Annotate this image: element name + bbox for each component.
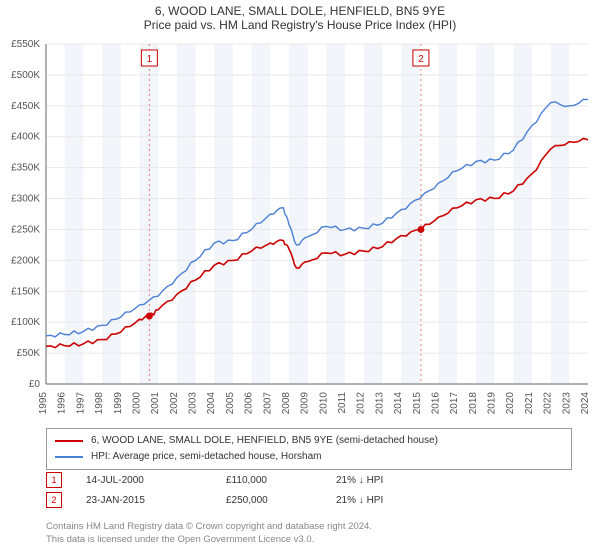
svg-text:2002: 2002 [169,392,180,415]
footer-line1: Contains HM Land Registry data © Crown c… [46,520,372,533]
svg-text:2018: 2018 [468,392,479,415]
legend-label: 6, WOOD LANE, SMALL DOLE, HENFIELD, BN5 … [91,433,438,449]
footer-line2: This data is licensed under the Open Gov… [46,533,372,546]
svg-text:2007: 2007 [262,392,273,415]
marker-date: 23-JAN-2015 [86,495,226,506]
line-chart: £0 £50K £100K £150K £200K £250K £300K £350K £400… [0,38,600,418]
marker-price: £250,000 [226,495,336,506]
legend-item: HPI: Average price, semi-detached house,… [55,449,563,465]
svg-text:2003: 2003 [188,392,199,415]
svg-text:2004: 2004 [206,392,217,415]
svg-text:2022: 2022 [543,392,554,415]
svg-text:2023: 2023 [561,392,572,415]
marker-pct: 21% ↓ HPI [336,475,456,486]
svg-text:2010: 2010 [318,392,329,415]
footer-attribution: Contains HM Land Registry data © Crown c… [46,520,372,546]
svg-text:2019: 2019 [487,392,498,415]
svg-text:2008: 2008 [281,392,292,415]
svg-text:2013: 2013 [374,392,385,415]
chart-title-line2: Price paid vs. HM Land Registry's House … [0,18,600,32]
svg-text:£50K: £50K [17,348,41,359]
svg-text:1: 1 [147,54,153,65]
svg-text:1995: 1995 [38,392,49,415]
svg-text:1997: 1997 [75,392,86,415]
svg-text:2014: 2014 [393,392,404,415]
marker-row: 2 23-JAN-2015£250,00021% ↓ HPI [46,490,554,510]
legend-label: HPI: Average price, semi-detached house,… [91,449,322,465]
marker-row: 1 14-JUL-2000£110,00021% ↓ HPI [46,470,554,490]
marker-date: 14-JUL-2000 [86,475,226,486]
svg-text:£300K: £300K [11,194,40,205]
legend-swatch [55,440,83,442]
marker-pct: 21% ↓ HPI [336,495,456,506]
marker-price: £110,000 [226,475,336,486]
svg-text:£550K: £550K [11,39,40,50]
svg-text:1998: 1998 [94,392,105,415]
svg-text:2012: 2012 [356,392,367,415]
svg-text:2020: 2020 [505,392,516,415]
svg-text:2: 2 [418,54,424,65]
svg-text:£250K: £250K [11,224,40,235]
marker-id-box: 2 [46,492,62,508]
svg-text:2016: 2016 [430,392,441,415]
svg-text:£0: £0 [29,379,41,390]
svg-text:1996: 1996 [57,392,68,415]
svg-text:£350K: £350K [11,163,40,174]
svg-text:2000: 2000 [131,392,142,415]
marker-table: 1 14-JUL-2000£110,00021% ↓ HPI 2 23-JAN-201… [46,470,554,510]
svg-text:2024: 2024 [580,392,591,415]
chart-legend: 6, WOOD LANE, SMALL DOLE, HENFIELD, BN5 … [46,428,572,470]
svg-text:2015: 2015 [412,392,423,415]
svg-text:2009: 2009 [300,392,311,415]
marker-id-box: 1 [46,472,62,488]
svg-text:2001: 2001 [150,392,161,415]
svg-text:£500K: £500K [11,70,40,81]
svg-text:£450K: £450K [11,101,40,112]
svg-text:2017: 2017 [449,392,460,415]
svg-text:£150K: £150K [11,286,40,297]
svg-text:£400K: £400K [11,132,40,143]
legend-item: 6, WOOD LANE, SMALL DOLE, HENFIELD, BN5 … [55,433,563,449]
legend-swatch [55,456,83,458]
svg-text:£100K: £100K [11,317,40,328]
svg-text:2021: 2021 [524,392,535,415]
chart-title-line1: 6, WOOD LANE, SMALL DOLE, HENFIELD, BN5 … [0,0,600,18]
svg-text:£200K: £200K [11,255,40,266]
svg-text:2005: 2005 [225,392,236,415]
svg-text:1999: 1999 [113,392,124,415]
svg-text:2011: 2011 [337,392,348,414]
svg-text:2006: 2006 [244,392,255,415]
